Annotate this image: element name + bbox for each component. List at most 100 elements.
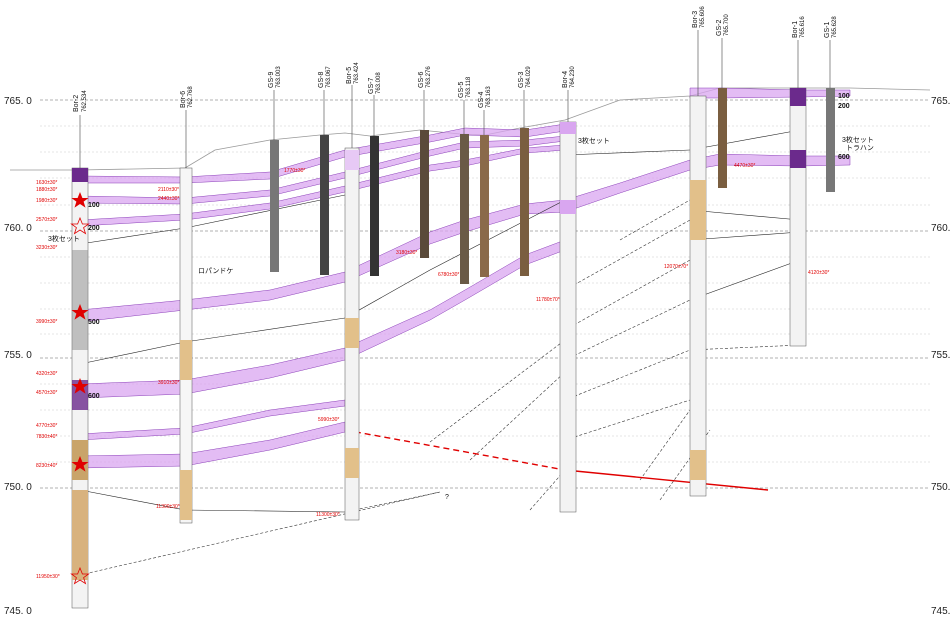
star-icon (71, 304, 89, 320)
date-label: 3180±30* (396, 250, 417, 256)
bore-name-gs-6: GS-6 (418, 72, 425, 88)
tephra-bands (79, 87, 851, 469)
note-3set-right: 3枚セット (842, 135, 874, 144)
star-outline-icon (70, 566, 90, 585)
gs1-mark-600: 600 (838, 154, 850, 161)
date-label: 5990±30* (318, 417, 339, 423)
date-label: 2570±30* (36, 217, 57, 223)
gs1-mark-200: 200 (838, 103, 850, 110)
bore-elev-bor-5: 763.424 (354, 62, 360, 84)
bore-name-bor-1: Bor-1 (792, 21, 799, 38)
date-label: 4770±30* (36, 423, 57, 429)
elev-label-755: 755. 0 (4, 350, 32, 361)
bore-elev-gs-2: 765.700 (724, 14, 730, 36)
note-question: ? (445, 494, 449, 501)
column-gs-1 (826, 88, 835, 192)
bore-elev-gs-6: 763.276 (426, 66, 432, 88)
borehole-leaders (79, 30, 831, 168)
bore-elev-gs-9: 763.003 (276, 66, 282, 88)
date-label: 3990±30* (36, 319, 57, 325)
bore-name-bor-5: Bor-5 (346, 67, 353, 84)
bore-name-gs-5: GS-5 (458, 82, 465, 98)
correlation-lines (79, 129, 801, 513)
date-label: 11300±30* (156, 504, 180, 510)
column-gs-4 (480, 135, 489, 277)
bore-name-bor-2: Bor-2 (73, 95, 80, 112)
bore-name-bor-6: Bor-6 (180, 91, 187, 108)
bore-name-gs-1: GS-1 (824, 22, 831, 38)
star-icon (71, 378, 89, 394)
column-gs-2 (718, 88, 727, 188)
column-bor-5 (344, 147, 360, 521)
elev-label-765: 765. 0 (4, 96, 32, 107)
date-label: 2110±30* (158, 187, 179, 193)
date-label: 3230±30* (36, 245, 57, 251)
bore-name-bor-4: Bor-4 (562, 71, 569, 88)
column-bor-3 (689, 95, 707, 497)
elev-label-right-745: 745. (931, 606, 950, 617)
band-7 (79, 421, 346, 469)
date-label: 4470±30* (734, 163, 755, 169)
bore-elev-gs-8: 763.067 (326, 66, 332, 88)
date-label: 7830±40* (36, 434, 57, 440)
column-gs-5 (460, 134, 469, 284)
elev-label-745: 745. 0 (4, 606, 32, 617)
elev-label-right-760: 760. (931, 223, 950, 234)
radiocarbon-labels: 1630±30* 1880±30* 1980±30* 2570±30* 3230… (36, 163, 829, 580)
elevation-axis-left: 765. 0 760. 0 755. 0 750. 0 745. 0 (4, 96, 32, 617)
note-trahan: トラハン (846, 144, 874, 152)
bore-name-gs-4: GS-4 (478, 92, 485, 108)
column-bor-4 (559, 121, 577, 513)
bore-elev-bor-4: 764.230 (570, 66, 576, 88)
mark-500: 500 (88, 319, 100, 326)
date-label: 1770±30* (284, 168, 305, 174)
elev-label-right-765: 765. (931, 96, 950, 107)
bore-elev-bor-2: 762.534 (82, 90, 88, 112)
date-label: 2440±30* (158, 196, 179, 202)
bore-name-gs-7: GS-7 (368, 78, 375, 94)
bore-name-gs-2: GS-2 (716, 20, 723, 36)
date-label: 11950±30* (36, 574, 60, 580)
column-bor-1 (789, 87, 807, 347)
elev-label-right-755: 755. (931, 350, 950, 361)
date-label: 12070±70* (664, 264, 688, 270)
star-icon (71, 192, 89, 208)
bore-elev-gs-5: 763.118 (466, 76, 472, 98)
column-bor-6 (179, 167, 193, 524)
annotations: 3枚セット 3枚セット 3枚セット トラハン ロパンドケ ? (48, 135, 874, 501)
date-label: 1630±30* (36, 180, 57, 186)
bore-elev-gs-1: 765.628 (832, 16, 838, 38)
column-bor-2 (71, 167, 89, 609)
date-label: 4570±30* (36, 390, 57, 396)
date-label: 8230±40* (36, 463, 57, 469)
elevation-axis-right: 765. 760. 755. 750. 745. (931, 96, 950, 617)
column-gs-9 (270, 140, 279, 272)
bore-elev-bor-6: 762.768 (188, 86, 194, 108)
note-3set-mid: 3枚セット (578, 136, 610, 145)
gs1-mark-100: 100 (838, 93, 850, 100)
mark-600: 600 (88, 393, 100, 400)
borehole-columns (71, 87, 835, 609)
bore-elev-gs-3: 764.029 (526, 66, 532, 88)
column-gs-6 (420, 130, 429, 258)
bore-elev-bor-1: 765.616 (800, 16, 806, 38)
gs1-marks: 100 200 600 (838, 93, 850, 161)
date-label: 1880±30* (36, 187, 57, 193)
note-rupan: ロパンドケ (198, 267, 233, 275)
bore-name-gs-9: GS-9 (268, 72, 275, 88)
outline-stars (70, 216, 90, 585)
date-label: 3910±30* (158, 380, 179, 386)
bore-elev-gs-7: 763.008 (376, 72, 382, 94)
column-gs-7 (370, 136, 379, 276)
mark-100: 100 (88, 202, 100, 209)
bore-name-gs-8: GS-8 (318, 72, 325, 88)
date-label: 1980±30* (36, 198, 57, 204)
column-gs-3 (520, 128, 529, 276)
fault-line (564, 469, 769, 491)
elev-label-750: 750. 0 (4, 482, 32, 493)
star-icon (71, 456, 89, 472)
date-label: 4120±30* (808, 270, 829, 276)
date-label: 11780±70* (536, 297, 560, 303)
elev-label-right-750: 750. (931, 482, 950, 493)
